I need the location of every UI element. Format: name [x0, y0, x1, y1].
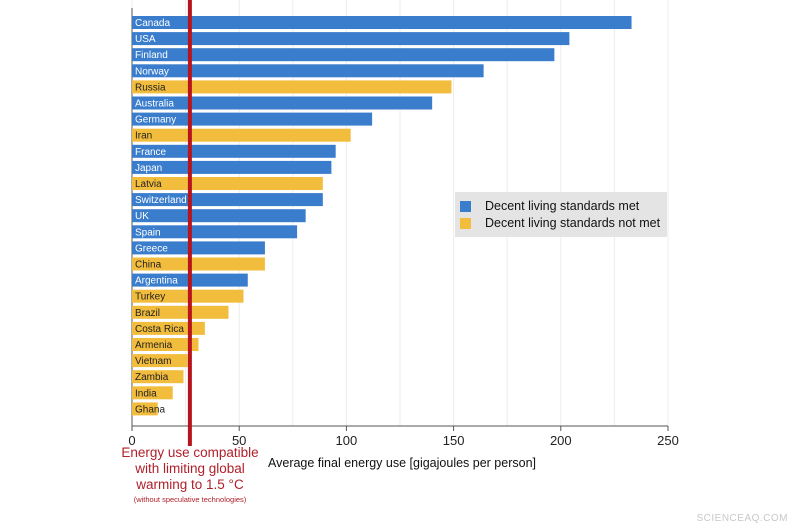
- x-axis-label: Average final energy use [gigajoules per…: [268, 456, 536, 470]
- bar-label: France: [135, 147, 167, 158]
- x-tick-label: 200: [550, 433, 572, 448]
- x-tick-label: 100: [336, 433, 358, 448]
- x-tick-label: 0: [128, 433, 135, 448]
- bar-costa-rica: [132, 321, 205, 335]
- bar-label: Germany: [135, 115, 176, 126]
- bar-finland: [132, 48, 555, 62]
- bar-germany: [132, 112, 373, 126]
- bar-turkey: [132, 289, 244, 303]
- bar-switzerland: [132, 193, 323, 207]
- bar-label: UK: [135, 211, 149, 222]
- legend-label: Decent living standards not met: [485, 216, 661, 230]
- legend: Decent living standards met Decent livin…: [455, 192, 667, 237]
- bar-label: Latvia: [135, 179, 162, 190]
- reference-sublabel: (without speculative technologies): [133, 495, 247, 504]
- bar-uk: [132, 209, 306, 223]
- bar-label: Vietnam: [135, 356, 172, 367]
- bar-canada: [132, 16, 632, 29]
- bar-latvia: [132, 177, 323, 190]
- bar-australia: [132, 96, 433, 110]
- legend-swatch-met: [460, 200, 471, 212]
- bar-label: Iran: [135, 131, 152, 142]
- legend-item-not-met: Decent living standards not met: [460, 216, 660, 230]
- bar-norway: [132, 64, 484, 78]
- bar-zambia: [132, 370, 184, 384]
- bar-vietnam: [132, 354, 188, 368]
- x-tick-label: 50: [232, 433, 246, 448]
- legend-swatch-not-met: [460, 217, 471, 229]
- bar-label: China: [135, 260, 162, 271]
- reference-label: Energy use compatible with limiting glob…: [121, 445, 259, 492]
- x-tick-label: 250: [657, 433, 679, 448]
- bar-usa: [132, 32, 570, 46]
- bar-armenia: [132, 338, 199, 351]
- bar-label: Brazil: [135, 308, 160, 319]
- bar-label: Norway: [135, 66, 169, 77]
- bar-label: Armenia: [135, 340, 173, 351]
- bar-label: Spain: [135, 227, 161, 238]
- x-tick-label: 150: [443, 433, 465, 448]
- watermark: SCIENCEAQ.COM: [696, 513, 788, 524]
- bar-iran: [132, 128, 351, 142]
- bar-label: Canada: [135, 18, 170, 29]
- reference-line-annotation: Energy use compatible with limiting glob…: [110, 445, 270, 505]
- legend-label: Decent living standards met: [485, 199, 640, 213]
- bar-russia: [132, 80, 452, 94]
- legend-item-met: Decent living standards met: [460, 199, 639, 213]
- bar-greece: [132, 241, 265, 255]
- bar-label: Argentina: [135, 276, 178, 287]
- bar-japan: [132, 160, 332, 174]
- bar-ghana: [132, 402, 158, 416]
- bar-label: Australia: [135, 99, 174, 110]
- bar-india: [132, 386, 173, 400]
- bar-label: Finland: [135, 50, 168, 61]
- bar-brazil: [132, 305, 229, 319]
- bar-label: Zambia: [135, 372, 169, 383]
- bar-label: Japan: [135, 163, 162, 174]
- bar-label: USA: [135, 34, 156, 45]
- bar-spain: [132, 225, 298, 239]
- bar-label: Turkey: [135, 292, 165, 303]
- bar-label: Switzerland: [135, 195, 187, 206]
- bar-label: India: [135, 388, 157, 399]
- bar-china: [132, 257, 265, 271]
- bar-label: Greece: [135, 243, 168, 254]
- bar-label: Ghana: [135, 404, 165, 415]
- bar-france: [132, 144, 336, 158]
- bar-label: Russia: [135, 82, 166, 93]
- bar-label: Costa Rica: [135, 324, 184, 335]
